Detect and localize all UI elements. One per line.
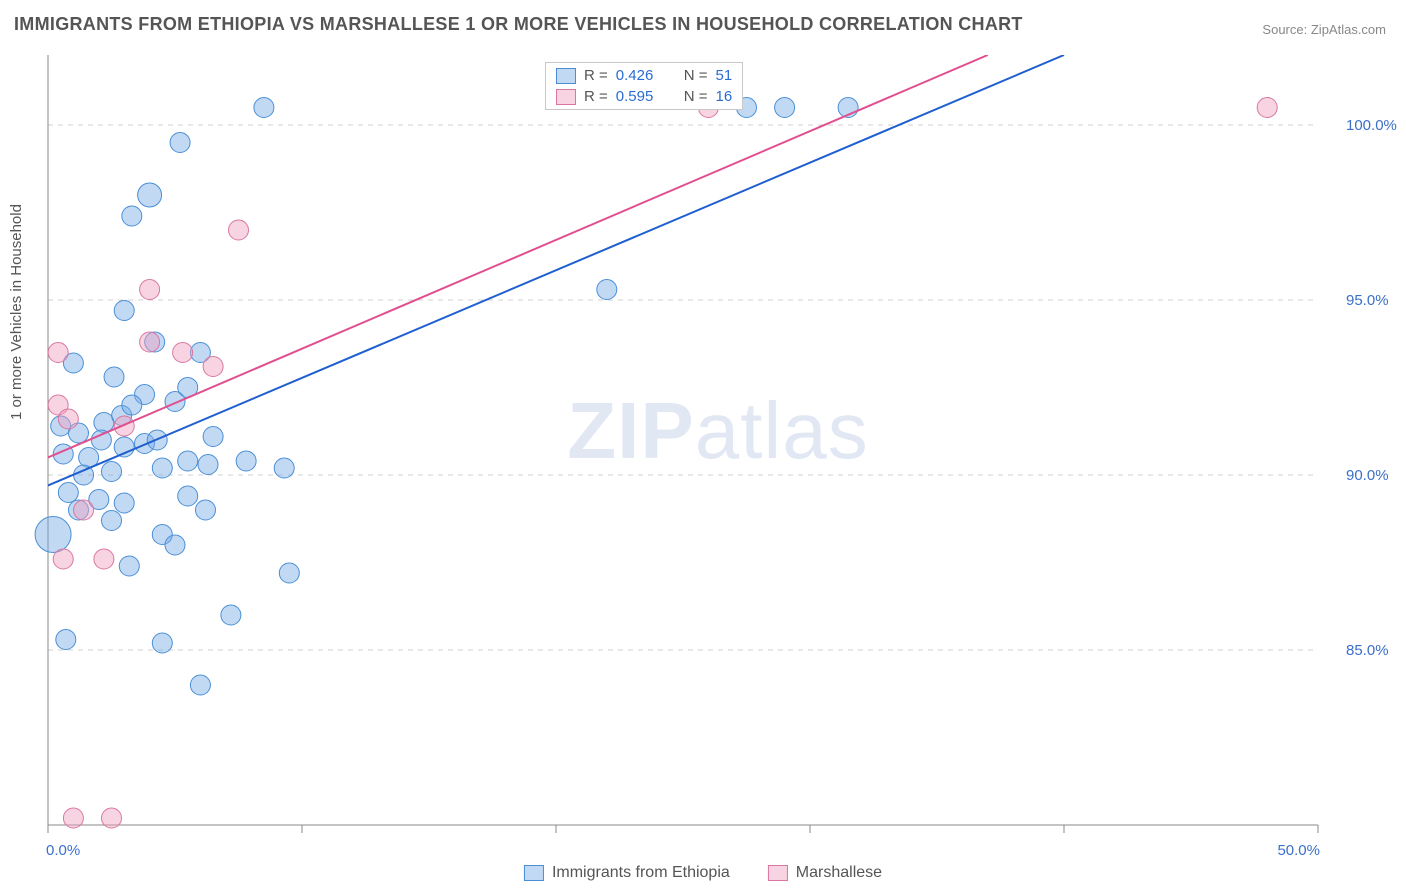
- data-point: [274, 458, 294, 478]
- legend-n-label: N =: [684, 88, 708, 105]
- y-tick-label: 85.0%: [1346, 642, 1389, 659]
- x-tick-label: 50.0%: [1277, 842, 1320, 859]
- data-point: [102, 808, 122, 828]
- legend-row: R = 0.595 N = 16: [546, 86, 742, 107]
- legend-swatch: [556, 89, 576, 105]
- source-value: ZipAtlas.com: [1311, 22, 1386, 37]
- chart-title: IMMIGRANTS FROM ETHIOPIA VS MARSHALLESE …: [14, 14, 1023, 35]
- y-tick-label: 90.0%: [1346, 467, 1389, 484]
- data-point: [597, 280, 617, 300]
- legend-r-value: 0.426: [616, 67, 666, 84]
- data-point: [102, 511, 122, 531]
- data-point: [190, 675, 210, 695]
- data-point: [203, 357, 223, 377]
- legend-r-label: R =: [584, 67, 608, 84]
- data-point: [203, 427, 223, 447]
- data-point: [170, 133, 190, 153]
- regression-line: [48, 55, 988, 458]
- data-point: [138, 183, 162, 207]
- data-point: [91, 430, 111, 450]
- legend-swatch: [768, 865, 788, 881]
- data-point: [74, 500, 94, 520]
- data-point: [195, 500, 215, 520]
- legend-swatch: [524, 865, 544, 881]
- data-point: [221, 605, 241, 625]
- data-point: [178, 486, 198, 506]
- data-point: [236, 451, 256, 471]
- legend-row: R = 0.426 N = 51: [546, 65, 742, 86]
- legend-n-value: 51: [716, 67, 733, 84]
- data-point: [48, 343, 68, 363]
- data-point: [104, 367, 124, 387]
- data-point: [122, 206, 142, 226]
- data-point: [35, 517, 71, 553]
- legend-r-label: R =: [584, 88, 608, 105]
- data-point: [56, 630, 76, 650]
- y-tick-label: 100.0%: [1346, 117, 1397, 134]
- data-point: [102, 462, 122, 482]
- y-tick-label: 95.0%: [1346, 292, 1389, 309]
- legend-item: Immigrants from Ethiopia: [524, 864, 730, 882]
- x-tick-label: 0.0%: [46, 842, 80, 859]
- data-point: [94, 549, 114, 569]
- regression-line: [48, 55, 1064, 486]
- y-axis-label: 1 or more Vehicles in Household: [8, 204, 25, 420]
- series-legend: Immigrants from Ethiopia Marshallese: [524, 864, 882, 882]
- legend-r-value: 0.595: [616, 88, 666, 105]
- data-point: [114, 493, 134, 513]
- data-point: [58, 483, 78, 503]
- plot-area: ZIPatlas 85.0%90.0%95.0%100.0%0.0%50.0%: [48, 55, 1388, 825]
- data-point: [114, 416, 134, 436]
- legend-n-value: 16: [716, 88, 733, 105]
- correlation-legend: R = 0.426 N = 51 R = 0.595 N = 16: [545, 62, 743, 110]
- data-point: [122, 395, 142, 415]
- data-point: [165, 392, 185, 412]
- legend-series-name: Marshallese: [796, 864, 882, 882]
- chart-svg: 85.0%90.0%95.0%100.0%0.0%50.0%: [48, 55, 1388, 825]
- data-point: [152, 633, 172, 653]
- data-point: [63, 808, 83, 828]
- source-label: Source:: [1262, 22, 1307, 37]
- data-point: [178, 451, 198, 471]
- legend-item: Marshallese: [768, 864, 882, 882]
- data-point: [119, 556, 139, 576]
- data-point: [152, 458, 172, 478]
- data-point: [1257, 98, 1277, 118]
- source-attribution: Source: ZipAtlas.com: [1262, 22, 1386, 37]
- legend-swatch: [556, 68, 576, 84]
- legend-n-label: N =: [684, 67, 708, 84]
- data-point: [53, 549, 73, 569]
- legend-series-name: Immigrants from Ethiopia: [552, 864, 730, 882]
- data-point: [775, 98, 795, 118]
- data-point: [254, 98, 274, 118]
- data-point: [58, 409, 78, 429]
- data-point: [165, 535, 185, 555]
- data-point: [140, 280, 160, 300]
- data-point: [279, 563, 299, 583]
- data-point: [114, 301, 134, 321]
- data-point: [229, 220, 249, 240]
- data-point: [140, 332, 160, 352]
- data-point: [173, 343, 193, 363]
- data-point: [198, 455, 218, 475]
